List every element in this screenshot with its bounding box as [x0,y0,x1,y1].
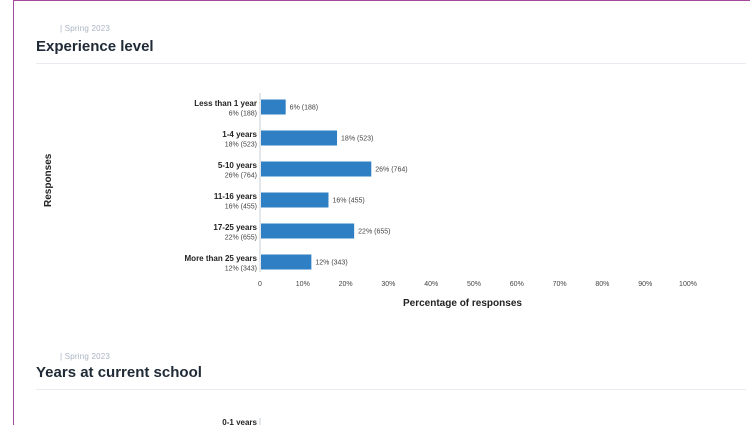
category-sublabel: 16% (455) [225,204,257,211]
bar-data-label: 16% (455) [332,198,364,205]
category-sublabel: 12% (343) [225,266,257,273]
section-title-experience: Experience level [36,38,154,55]
title-divider-2 [36,389,746,390]
category-label: 17-25 years [213,223,257,232]
category-sublabel: 18% (523) [225,142,257,149]
category-sublabel: 6% (188) [229,111,257,118]
bar-data-label: 22% (655) [358,229,390,236]
x-tick-label: 80% [595,281,609,288]
x-tick-label: 10% [296,281,310,288]
bar [261,161,372,177]
bar [261,130,338,146]
category-label: 5-10 years [218,161,258,170]
bar-data-label: 6% (188) [290,105,318,112]
x-axis-label: Percentage of responses [403,298,522,309]
x-tick-label: 60% [510,281,524,288]
bar-data-label: 12% (343) [315,260,347,267]
category-label: 11-16 years [214,192,258,201]
bar [261,254,312,270]
section-title-school: Years at current school [36,364,202,381]
x-tick-label: 90% [638,281,652,288]
report-panel [13,0,750,425]
category-label: More than 25 years [185,254,258,263]
x-tick-label: 50% [467,281,481,288]
bar [261,192,329,208]
x-tick-label: 100% [679,281,697,288]
bar [261,223,355,239]
section-meta-experience: | Spring 2023 [60,24,111,33]
category-sublabel: 22% (655) [225,235,257,242]
category-label: 0-1 years [222,418,257,425]
category-label: Less than 1 year [194,99,257,108]
bar [261,99,286,115]
x-tick-label: 20% [339,281,353,288]
section-meta-school: | Spring 2023 [60,352,111,361]
x-tick-label: 30% [381,281,395,288]
category-sublabel: 26% (764) [225,173,257,180]
x-tick-label: 40% [424,281,438,288]
bar-data-label: 18% (523) [341,136,373,143]
title-divider [36,63,746,64]
category-label: 1-4 years [222,130,257,139]
bar-data-label: 26% (764) [375,167,407,174]
x-tick-label: 0 [258,281,262,288]
x-tick-label: 70% [553,281,567,288]
